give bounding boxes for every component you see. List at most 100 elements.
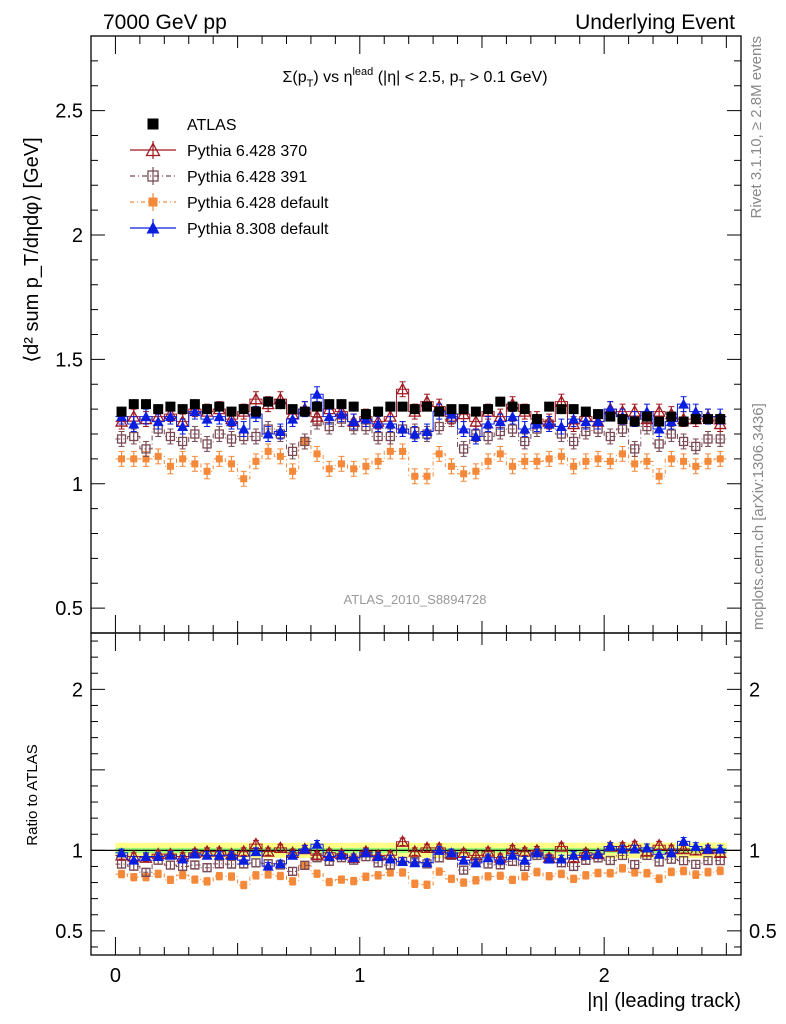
p391-marker	[190, 429, 200, 439]
p391-marker	[165, 860, 176, 870]
p8def-marker	[409, 857, 421, 868]
p8def-marker	[201, 413, 213, 424]
y-tick-label: 1	[72, 840, 83, 862]
atlas-marker	[409, 404, 420, 415]
atlas-marker	[629, 416, 640, 427]
y-tick-label: 1.5	[55, 349, 83, 371]
p6def-marker	[582, 871, 590, 879]
p6def-marker	[386, 447, 394, 455]
p6def-marker	[399, 447, 407, 455]
p8def-marker	[287, 849, 299, 860]
p8def-marker	[348, 416, 360, 427]
p391-marker	[483, 431, 493, 442]
p6def-marker	[142, 873, 150, 881]
p6def-marker	[704, 868, 712, 876]
p8def-marker	[445, 847, 457, 858]
p6def-marker	[215, 455, 223, 463]
atlas-marker	[189, 399, 200, 410]
p8def-marker	[323, 850, 335, 861]
atlas-marker	[458, 404, 469, 415]
atlas-marker	[140, 399, 151, 410]
p391-marker	[141, 867, 151, 877]
p8def-marker	[592, 848, 604, 859]
x-tick-label: 1	[354, 965, 365, 987]
p370-marker	[469, 414, 483, 427]
main-y-axis: 0.5 1 1.5 2 2.5	[55, 35, 741, 634]
legend-label-p8def: Pythia 8.308 default	[187, 221, 329, 238]
p370-marker	[249, 392, 263, 405]
p8def-marker	[678, 835, 690, 846]
plot-title: Σ(pT) vs ηlead (|η| < 2.5, pT > 0.1 GeV)	[282, 66, 547, 90]
p8def-marker	[140, 411, 152, 422]
p391-marker	[141, 444, 151, 454]
p8def-marker	[458, 854, 470, 865]
p6def-marker	[203, 467, 211, 475]
atlas-marker	[507, 401, 518, 412]
legend-label-p391: Pythia 6.428 391	[187, 169, 307, 186]
p6def-marker	[618, 864, 626, 872]
atlas-marker	[287, 404, 298, 415]
p8def-marker	[555, 853, 567, 864]
atlas-marker	[715, 414, 726, 425]
p6def-line	[115, 440, 727, 480]
p8def-marker	[201, 849, 213, 860]
atlas-marker	[421, 401, 432, 412]
p8def-marker	[152, 851, 164, 862]
p370-marker	[310, 409, 324, 422]
atlas-marker	[470, 406, 481, 417]
p8def-marker	[164, 849, 176, 860]
ratio-series	[114, 834, 727, 890]
p6def-marker	[148, 197, 158, 207]
p6def-marker	[533, 868, 541, 876]
p6def-marker	[655, 472, 663, 480]
legend-label-p6def: Pythia 6.428 default	[187, 195, 329, 212]
p8def-marker	[128, 854, 140, 865]
y-tick-label-right: 2	[749, 679, 760, 701]
p6def-marker	[423, 881, 431, 889]
p8def-marker	[226, 416, 238, 427]
p370-marker	[676, 842, 691, 855]
p8def-marker	[177, 853, 189, 864]
p6def-marker	[289, 467, 297, 475]
p391-marker	[678, 436, 689, 447]
p391-marker	[214, 429, 224, 439]
atlas-marker	[147, 118, 159, 130]
p6def-marker	[337, 876, 345, 884]
ratio-y-label: Ratio to ATLAS	[24, 744, 41, 845]
p8def-marker	[299, 843, 311, 854]
p6def-marker	[716, 455, 724, 463]
p6def-marker	[350, 465, 358, 473]
p6def-marker	[191, 460, 199, 468]
p391-marker	[666, 429, 677, 439]
p6def-marker	[350, 877, 358, 885]
p8def-marker	[629, 843, 641, 854]
p6def-marker	[154, 452, 162, 460]
header-right: Underlying Event	[575, 11, 735, 34]
p6def-marker	[362, 462, 370, 470]
atlas-marker	[666, 411, 677, 422]
atlas-marker	[617, 414, 628, 425]
p391-marker	[605, 431, 615, 442]
atlas-marker	[690, 414, 701, 425]
x-tick-label: 2	[599, 965, 610, 987]
atlas-marker	[177, 404, 188, 415]
p6def-marker	[667, 455, 675, 463]
p8def-marker	[274, 858, 286, 869]
p6def-marker	[667, 868, 675, 876]
p8def-marker	[262, 428, 274, 439]
p6def-marker	[716, 867, 724, 875]
p6def-marker	[704, 457, 712, 465]
p6def-marker	[460, 470, 468, 478]
p8def-marker	[409, 428, 421, 439]
p8def-marker	[311, 838, 323, 849]
p6def-marker	[509, 876, 517, 884]
p8def-marker	[164, 411, 176, 422]
p8def-marker	[348, 852, 360, 863]
p8def-marker	[580, 849, 592, 860]
p6def-marker	[289, 877, 297, 885]
p370-marker	[652, 404, 666, 417]
p6def-marker	[594, 455, 602, 463]
p6def-marker	[228, 460, 236, 468]
p6def-marker	[435, 450, 443, 458]
